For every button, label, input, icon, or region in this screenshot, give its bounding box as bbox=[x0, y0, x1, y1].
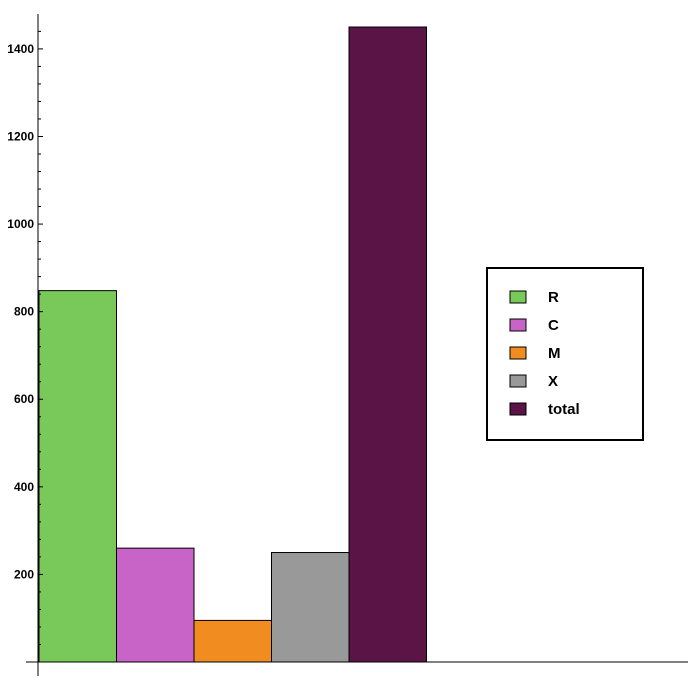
legend-swatch-r bbox=[509, 290, 527, 304]
legend-swatch-x bbox=[509, 374, 527, 388]
legend-label-total: total bbox=[548, 401, 580, 418]
y-tick-label: 400 bbox=[14, 480, 34, 494]
bars-group bbox=[38, 26, 427, 663]
legend-label-r: R bbox=[548, 289, 559, 306]
y-tick-label: 800 bbox=[14, 305, 34, 319]
bar-r bbox=[38, 290, 117, 663]
y-tick-label: 1000 bbox=[7, 217, 34, 231]
legend-label-m: M bbox=[548, 345, 561, 362]
legend-swatch-total bbox=[509, 402, 527, 416]
legend-label-c: C bbox=[548, 317, 559, 334]
y-tick-label: 200 bbox=[14, 567, 34, 581]
y-axis: 200 400 600 800 1000 1200 1400 bbox=[7, 14, 43, 676]
bar-m bbox=[193, 619, 272, 663]
legend-swatch-c bbox=[509, 318, 527, 332]
bar-total bbox=[348, 26, 427, 663]
y-tick-label: 1200 bbox=[7, 129, 34, 143]
bar-x bbox=[271, 552, 350, 663]
y-tick-label: 600 bbox=[14, 392, 34, 406]
bar-c bbox=[116, 547, 195, 663]
y-tick-label: 1400 bbox=[7, 42, 34, 56]
legend-label-x: X bbox=[548, 373, 558, 390]
legend-swatch-m bbox=[509, 346, 527, 360]
